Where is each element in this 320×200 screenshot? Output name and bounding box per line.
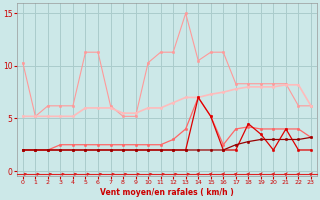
X-axis label: Vent moyen/en rafales ( km/h ): Vent moyen/en rafales ( km/h ) — [100, 188, 234, 197]
